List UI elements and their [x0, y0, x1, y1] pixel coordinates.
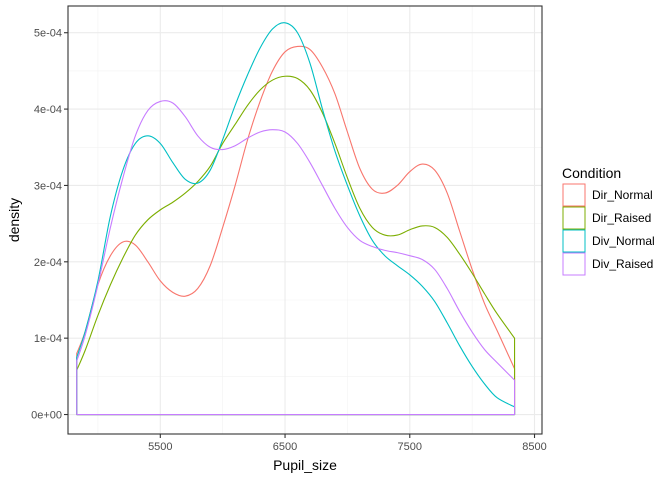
y-tick-label: 2e-04 [34, 257, 62, 269]
x-tick-label: 8500 [522, 441, 546, 453]
legend-swatch [562, 206, 586, 230]
y-tick-label: 4e-04 [34, 104, 62, 116]
legend-label: Div_Normal [592, 234, 655, 248]
y-tick-label: 0e+00 [31, 410, 62, 422]
legend-swatch [562, 252, 586, 276]
minor-gridlines [68, 6, 542, 434]
y-axis-title: density [6, 198, 22, 242]
legend-key-dir-raised: Dir_Raised [562, 206, 651, 230]
plot-border [67, 5, 543, 435]
plot-panel [68, 6, 542, 434]
legend-label: Dir_Normal [592, 188, 653, 202]
density-line-dir-normal [76, 45, 516, 416]
density-series [76, 22, 516, 416]
density-line-div-normal [76, 22, 516, 416]
legend-key-div-normal: Div_Normal [562, 229, 655, 253]
legend: Condition Dir_Normal Dir_Raised Div_Normal… [562, 165, 655, 276]
legend-swatch [562, 183, 586, 207]
density-line-div-raised [76, 100, 516, 416]
density-line-dir-raised [76, 75, 516, 416]
legend-swatch [562, 229, 586, 253]
legend-title: Condition [562, 165, 621, 181]
x-tick-label: 6500 [273, 441, 297, 453]
y-tick-label: 3e-04 [34, 180, 62, 192]
legend-key-dir-normal: Dir_Normal [562, 183, 653, 207]
legend-label: Div_Raised [592, 257, 653, 271]
y-axis-ticks: 0e+00 1e-04 2e-04 3e-04 4e-04 5e-04 [31, 28, 68, 422]
x-tick-label: 5500 [148, 441, 172, 453]
y-tick-label: 1e-04 [34, 333, 62, 345]
x-axis-ticks: 5500 6500 7500 8500 [148, 434, 547, 453]
x-axis-title: Pupil_size [273, 457, 337, 473]
legend-key-div-raised: Div_Raised [562, 252, 653, 276]
y-tick-label: 5e-04 [34, 28, 62, 40]
legend-label: Dir_Raised [592, 211, 651, 225]
x-tick-label: 7500 [398, 441, 422, 453]
